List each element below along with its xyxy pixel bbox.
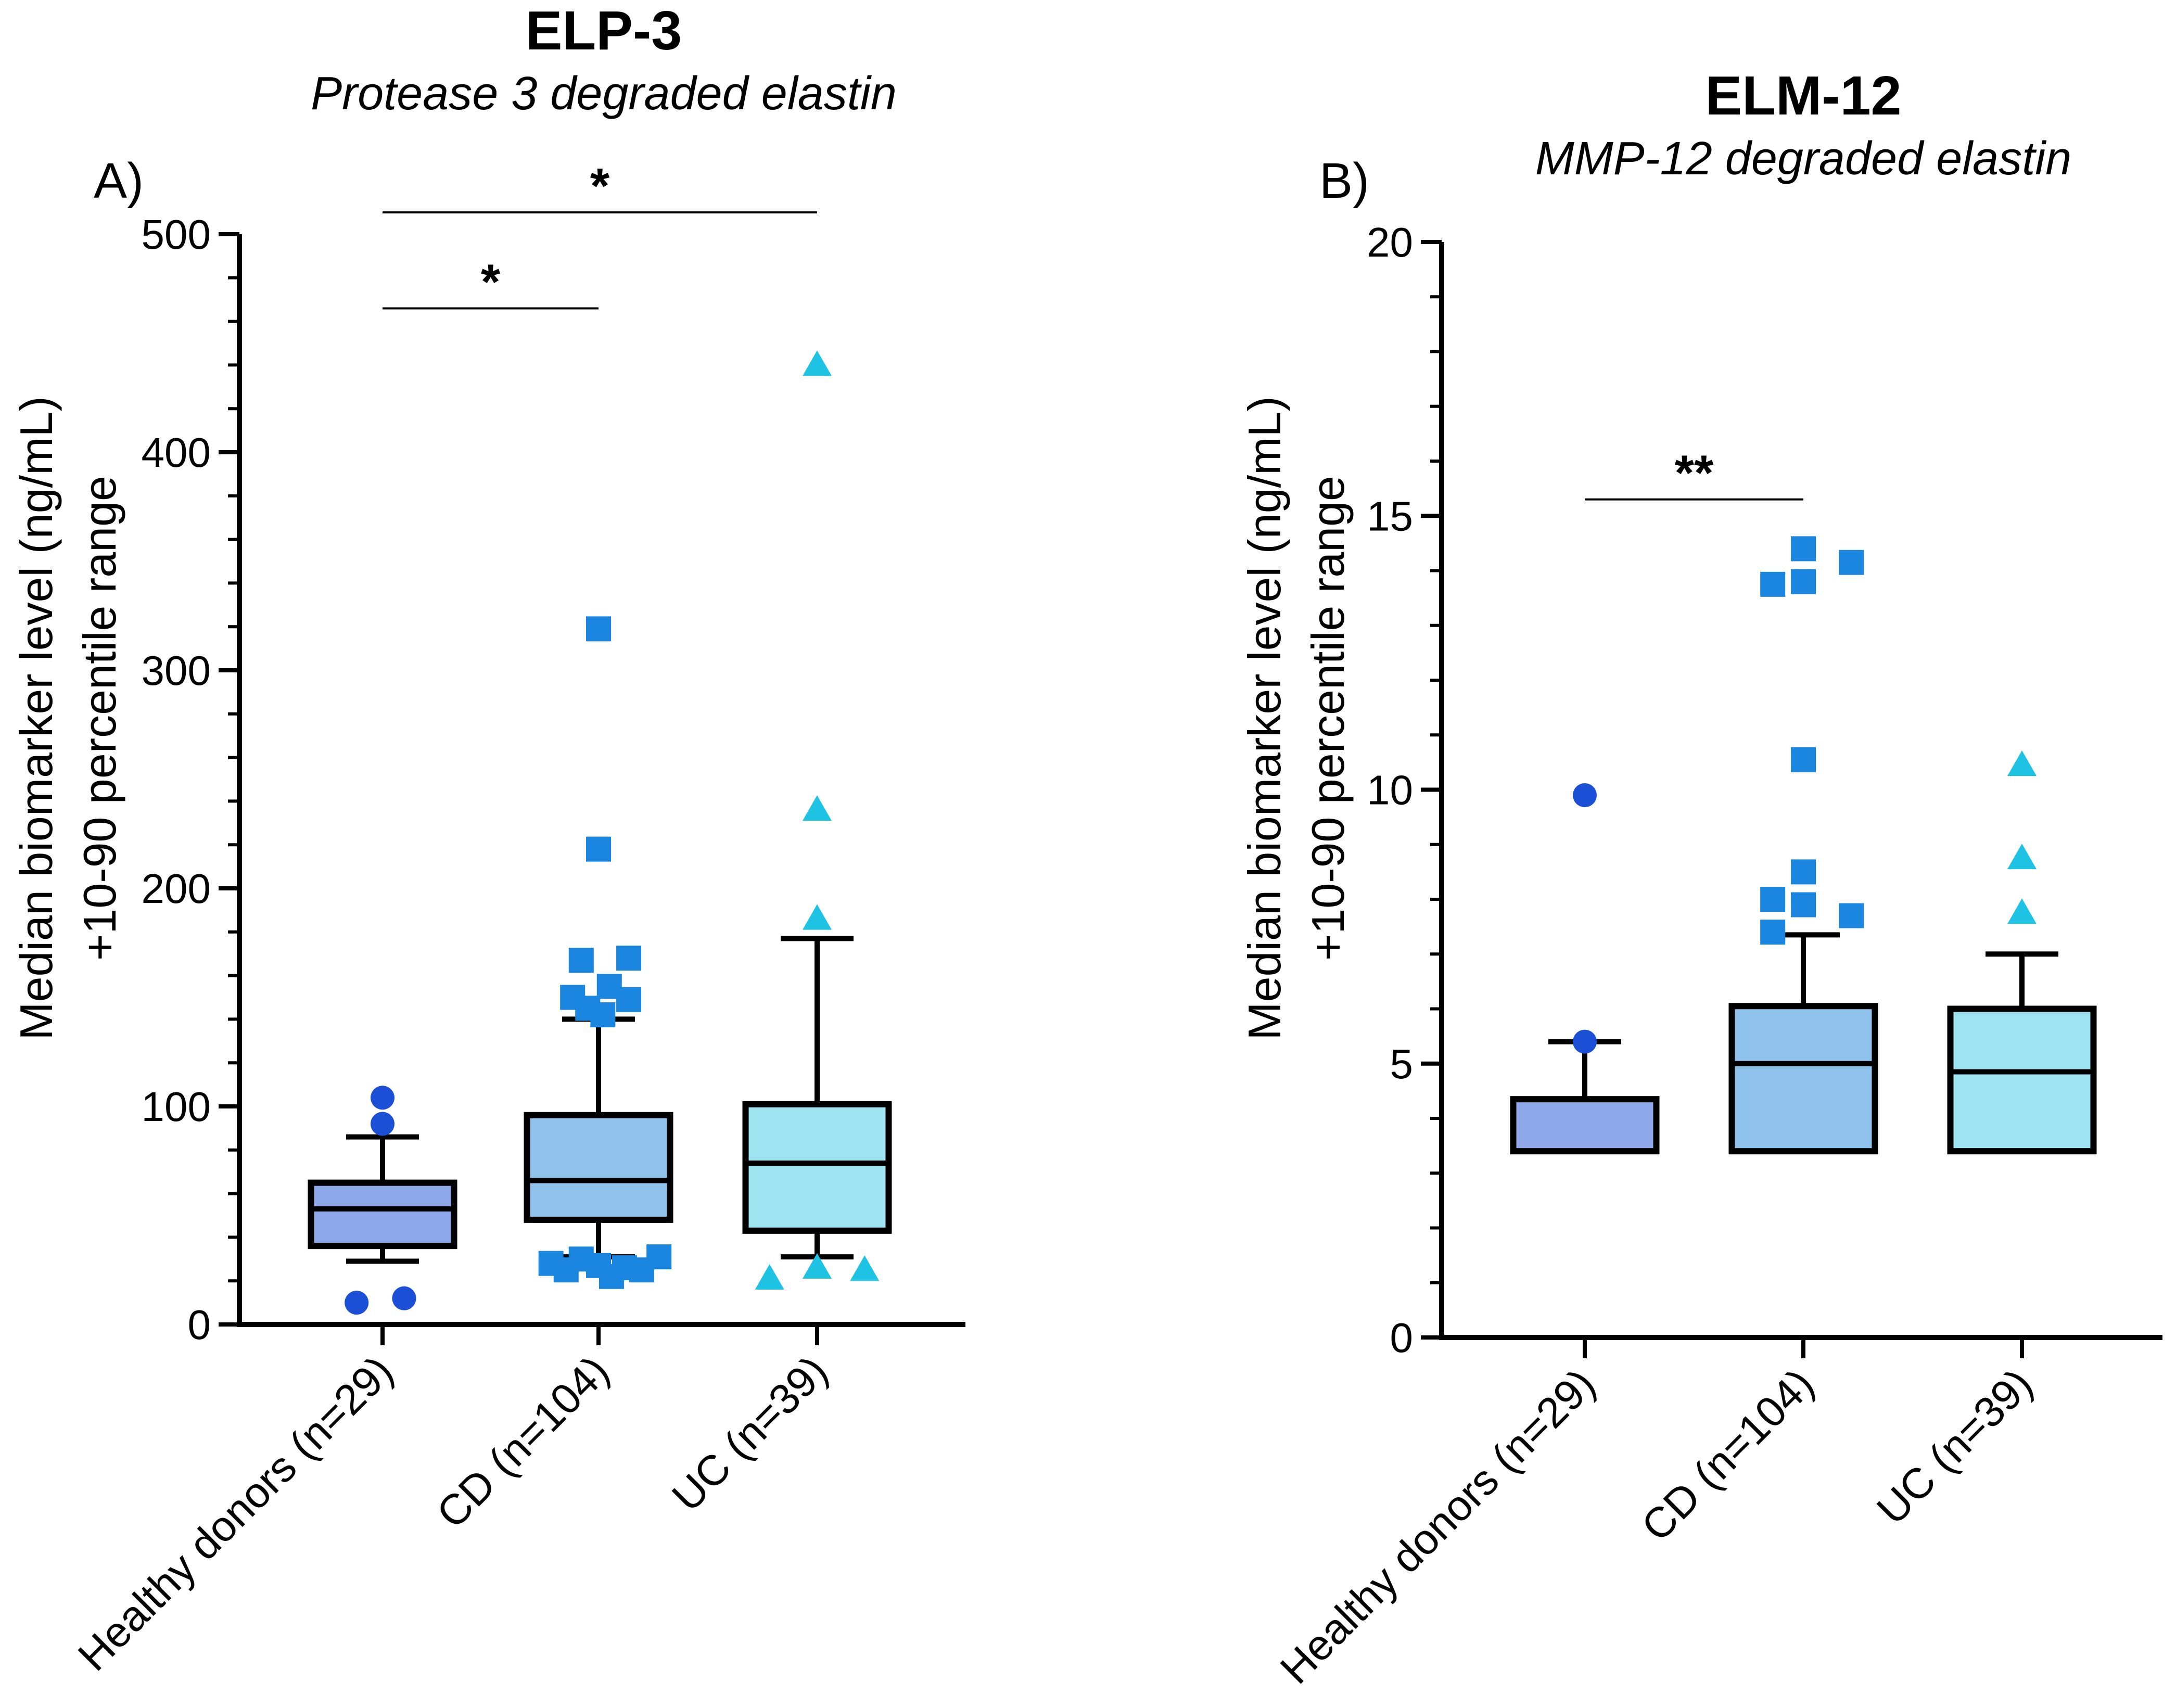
outlier-point (803, 795, 832, 821)
outlier-point (371, 1112, 395, 1136)
outlier-point (392, 1286, 416, 1310)
outlier-point (568, 948, 594, 973)
box-iqr (742, 1101, 892, 1234)
outlier-point (586, 616, 611, 642)
outlier-point (2007, 844, 2037, 870)
y-tick-label: 500 (142, 211, 211, 258)
outlier-point (590, 1002, 616, 1028)
outlier-point (646, 1244, 672, 1270)
outlier-point (1791, 747, 1816, 772)
outlier-point (345, 1291, 369, 1315)
outlier-point (850, 1255, 880, 1281)
outlier-point (2007, 750, 2037, 776)
subtitle-b: MMP-12 degraded elastin (1535, 133, 2072, 185)
outlier-point (1760, 887, 1786, 912)
outlier-point (1839, 550, 1864, 575)
x-category-label: UC (n=39) (663, 1347, 836, 1520)
y-tick-label: 0 (188, 1302, 211, 1348)
outlier-point (1573, 1029, 1597, 1054)
ylabel-a-line1: Median biomarker level (ng/mL) (10, 396, 62, 1040)
box-iqr (524, 1112, 673, 1223)
panel-b-plot: 0 5 10 15 20 Healthy donors (n=29) CD (n=104) U… (1271, 219, 2162, 1693)
outlier-point (586, 836, 611, 862)
subtitle-a: Protease 3 degraded elastin (311, 68, 897, 120)
y-tick-label: 15 (1367, 493, 1413, 539)
outlier-point (1760, 920, 1786, 945)
title-b: ELM-12 (1706, 65, 1902, 126)
box-iqr (1728, 1003, 1878, 1155)
panel-label-a: A) (94, 153, 144, 209)
y-tick-label: 400 (142, 429, 211, 476)
x-category-label: CD (n=104) (1633, 1360, 1823, 1550)
outlier-point (803, 350, 832, 376)
ylabel-a-line2: +10-90 percentile range (74, 476, 125, 961)
box-iqr (1510, 1096, 1660, 1155)
ylabel-b-line1: Median biomarker level (ng/mL) (1239, 396, 1290, 1040)
outlier-point (803, 904, 832, 930)
outlier-point (2007, 898, 2037, 924)
outlier-point (1791, 569, 1816, 594)
y-tick-label: 0 (1390, 1315, 1414, 1361)
ylabel-b-line2: +10-90 percentile range (1302, 476, 1354, 961)
x-category-label: Healthy donors (n=29) (1271, 1360, 1605, 1693)
outlier-point (1791, 859, 1816, 885)
x-category-label: Healthy donors (n=29) (69, 1347, 402, 1680)
outlier-point (1573, 783, 1597, 808)
outlier-point (616, 946, 642, 971)
outlier-point (1791, 536, 1816, 562)
x-category-label: UC (n=39) (1868, 1360, 2041, 1533)
y-tick-label: 10 (1367, 767, 1413, 813)
panel-a-plot: 0 100 200 300 400 500 Healthy donors (n=29) CD … (69, 158, 965, 1680)
outlier-point (1791, 892, 1816, 917)
x-category-label: CD (n=104) (428, 1347, 618, 1537)
y-tick-label: 20 (1367, 219, 1413, 265)
significance-label: * (590, 158, 610, 214)
significance-label: * (481, 254, 501, 310)
y-tick-label: 200 (142, 865, 211, 912)
outlier-point (755, 1264, 784, 1290)
significance-label: ** (1675, 445, 1714, 501)
outlier-point (1839, 903, 1864, 928)
outlier-point (616, 987, 642, 1012)
outlier-point (803, 1253, 832, 1279)
title-a: ELP-3 (526, 0, 682, 61)
outlier-point (371, 1086, 395, 1110)
y-tick-label: 100 (142, 1084, 211, 1130)
box-iqr (308, 1179, 457, 1250)
box-iqr (1947, 1005, 2097, 1155)
panel-label-b: B) (1319, 153, 1369, 209)
y-tick-label: 300 (142, 647, 211, 694)
outlier-point (1760, 571, 1786, 597)
y-tick-label: 5 (1390, 1041, 1414, 1087)
